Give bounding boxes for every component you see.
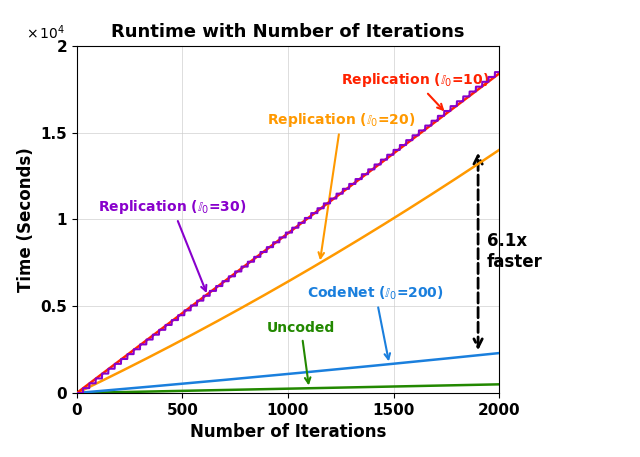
Text: CodeNet ($\mathbb{I}_0$=200): CodeNet ($\mathbb{I}_0$=200) [307, 285, 444, 359]
Text: Replication ($\mathbb{I}_0$=20): Replication ($\mathbb{I}_0$=20) [267, 111, 415, 258]
Y-axis label: Time (Seconds): Time (Seconds) [17, 147, 35, 292]
Text: $\times\,10^4$: $\times\,10^4$ [26, 24, 65, 42]
Text: Replication ($\mathbb{I}_0$=10): Replication ($\mathbb{I}_0$=10) [341, 71, 489, 110]
Text: Replication ($\mathbb{I}_0$=30): Replication ($\mathbb{I}_0$=30) [98, 198, 246, 291]
Text: Uncoded: Uncoded [267, 321, 335, 383]
Text: 6.1x
faster: 6.1x faster [486, 232, 543, 271]
Title: Runtime with Number of Iterations: Runtime with Number of Iterations [111, 23, 465, 42]
X-axis label: Number of Iterations: Number of Iterations [190, 423, 386, 441]
